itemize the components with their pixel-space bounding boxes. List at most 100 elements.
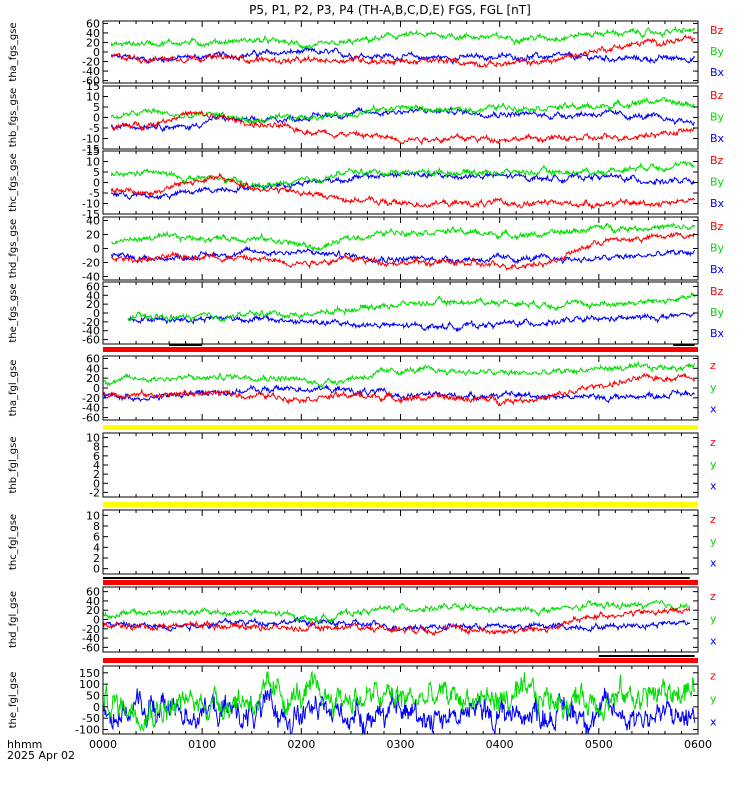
time-axis-date: 2025 Apr 02 [7,749,75,762]
y-tick-label: -10 [82,133,100,146]
series-the_fgs_gse-Bx [127,312,696,333]
y-tick-label: 5 [93,166,100,179]
y-tick-label: 0 [93,112,100,125]
panel-frame [102,509,699,575]
legend-x: x [710,557,717,570]
panel-frame [102,20,699,84]
y-tick-label: 0 [93,614,100,627]
y-tick-label: 20 [86,36,100,49]
series-thb_fgs_gse-Bz [111,110,696,146]
legend-Bz: Bz [710,154,724,167]
series-thb_fgs_gse-By [110,96,696,125]
y-tick-label: 10 [86,91,100,104]
series-thd_fgs_gse-Bz [110,231,695,272]
legend-By: By [710,45,725,58]
panel-ylabel: thd_fgs_gse [8,219,19,278]
y-tick-label: 2 [93,552,100,565]
y-tick-label: 4 [93,459,100,472]
status-bar-yellow [103,502,698,507]
series-the_fgl_gse-x [103,687,696,734]
legend-y: y [710,535,717,548]
y-tick-label: 0 [93,177,100,190]
time-tick-label: 0200 [287,738,315,751]
y-tick-label: 10 [86,156,100,169]
y-tick-label: -20 [82,257,100,270]
y-tick-label: 6 [93,531,100,544]
status-bar-segment [103,577,690,579]
y-tick-label: 40 [86,289,100,302]
y-tick-label: -100 [75,723,100,736]
y-tick-label: -40 [82,271,100,284]
y-tick-label: -50 [82,712,100,725]
panel-ylabel: thc_fgl_gse [8,514,19,570]
legend-By: By [710,241,725,254]
series-tha_fgl_gse-x [103,383,696,404]
series-thd_fgl_gse-y [103,599,691,624]
series-tha_fgl_gse-y [103,360,696,388]
time-tick-label: 0400 [486,738,514,751]
legend-Bz: Bz [710,220,724,233]
legend-y: y [710,458,717,471]
panel-ylabel: tha_fgl_gse [8,360,19,417]
y-tick-label: 60 [86,280,100,293]
y-tick-label: 0 [93,243,100,256]
legend-z: z [710,590,716,603]
status-bars [103,344,698,663]
time-tick-label: 0500 [585,738,613,751]
y-tick-label: 40 [86,215,100,228]
legend-z: z [710,669,716,682]
y-tick-label: 0 [93,307,100,320]
y-tick-label: -5 [89,187,100,200]
legend-By: By [710,175,725,188]
legend-Bx: Bx [710,66,725,79]
legend-x: x [710,716,717,729]
y-tick-label: 150 [79,667,100,680]
series-thc_fgs_gse-Bz [110,172,696,210]
legend-Bx: Bx [710,327,725,340]
time-tick-label: 0100 [188,738,216,751]
y-tick-label: -40 [82,632,100,645]
y-tick-label: -40 [82,65,100,78]
y-tick-label: 60 [86,352,100,365]
series-tha_fgs_gse-Bz [110,34,696,69]
status-bar-red [103,658,698,663]
legend-By: By [710,110,725,123]
series-thc_fgs_gse-By [110,160,695,191]
series-thd_fgs_gse-Bx [110,245,696,265]
y-tick-label: -60 [82,641,100,654]
y-tick-label: 60 [86,17,100,30]
legend-y: y [710,612,717,625]
status-bar-red [103,580,698,585]
legend-x: x [710,634,717,647]
time-tick-label: 0300 [387,738,415,751]
chart-title: P5, P1, P2, P3, P4 (TH-A,B,C,D,E) FGS, F… [249,3,531,17]
series-thd_fgl_gse-z [103,607,691,637]
y-tick-label: 40 [86,27,100,40]
status-bar-yellow [103,425,698,430]
panel-ylabel: thc_fgs_gse [8,153,19,212]
y-tick-label: -20 [82,392,100,405]
legend-Bx: Bx [710,263,725,276]
y-tick-label: 40 [86,595,100,608]
y-tick-label: 20 [86,298,100,311]
y-tick-label: 0 [93,46,100,59]
y-tick-label: 0 [93,382,100,395]
series-tha_fgs_gse-By [110,25,696,51]
status-bar-segment [598,655,695,657]
legend-z: z [710,513,716,526]
panel-frame [102,281,699,345]
y-tick-label: -60 [82,75,100,88]
legend-Bz: Bz [710,24,724,37]
y-tick-label: -20 [82,316,100,329]
legend-Bz: Bz [710,285,724,298]
panel-frame [102,355,699,421]
panel-frame [102,85,699,150]
y-tick-label: -40 [82,402,100,415]
